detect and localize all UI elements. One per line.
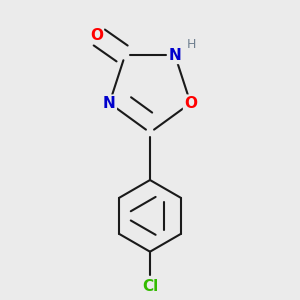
Text: Cl: Cl <box>142 279 158 294</box>
Text: N: N <box>103 96 116 111</box>
Text: O: O <box>184 96 197 111</box>
Text: N: N <box>169 48 182 63</box>
Text: O: O <box>90 28 103 43</box>
Text: H: H <box>187 38 196 51</box>
